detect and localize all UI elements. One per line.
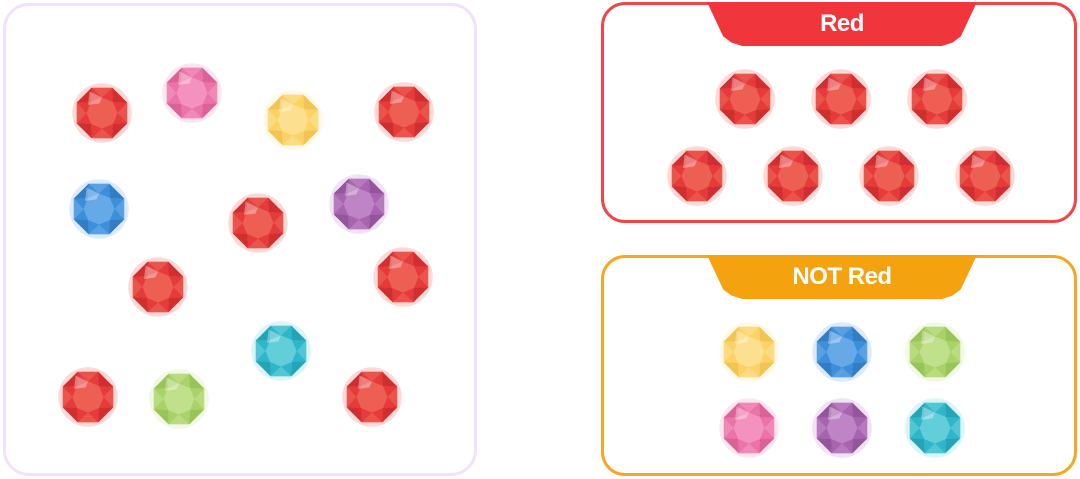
gem-green [148,368,210,430]
gem-red [906,68,968,130]
gem-teal [250,320,312,382]
gem-red [373,81,435,143]
gem-pink [718,397,780,459]
not-red-group-panel: NOT Red [601,255,1077,476]
gem-teal [904,397,966,459]
gem-red [341,366,403,428]
gem-red [858,145,920,207]
gem-red [810,68,872,130]
gem-red [762,145,824,207]
gem-red [372,246,434,308]
gem-pink [161,62,223,124]
gem-red [127,256,189,318]
not-red-group-label: NOT Red [707,255,977,299]
gem-purple [811,397,873,459]
gem-red [227,192,289,254]
unsorted-gems-panel [3,3,477,476]
gem-purple [328,173,390,235]
red-group-label: Red [707,2,977,46]
gem-blue [811,321,873,383]
gem-red [714,68,776,130]
red-group-panel: Red [601,2,1077,223]
gem-red [57,366,119,428]
gem-red [71,82,133,144]
gem-blue [68,178,130,240]
gem-red [954,145,1016,207]
gem-red [666,145,728,207]
gem-green [904,321,966,383]
gem-yellow [262,89,324,151]
gem-yellow [718,321,780,383]
